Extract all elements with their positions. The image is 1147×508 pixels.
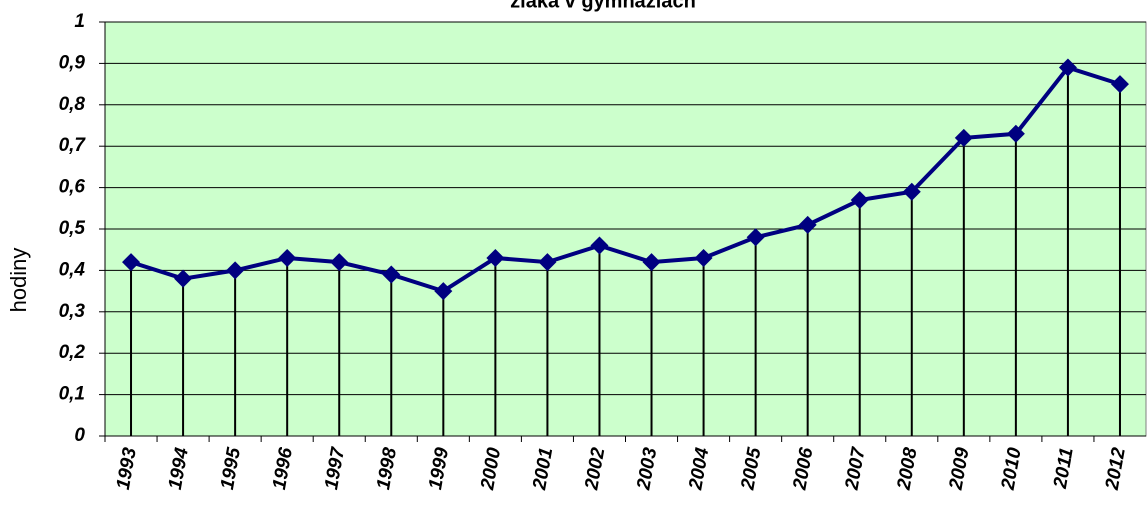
marker [226,261,245,280]
x-tick-label: 2011 [1050,446,1078,491]
y-tick-label: 0,9 [59,52,86,73]
marker [746,228,765,247]
x-tick-label: 2000 [477,446,505,493]
marker [902,182,921,201]
y-tick-label: 0,5 [59,218,86,239]
y-tick-label: 0,2 [59,342,86,363]
x-tick-label: 1998 [373,446,401,492]
marker [850,191,869,210]
marker [954,128,973,147]
y-axis-label: hodiny [6,248,31,313]
x-tick-label: 2009 [945,446,973,493]
y-tick-label: 0 [74,425,85,446]
marker [434,282,453,301]
y-tick-label: 0,6 [59,177,86,198]
y-tick-label: 0,1 [59,384,85,405]
marker [694,248,713,267]
marker [642,253,661,272]
x-tick-label: 1994 [165,446,193,492]
x-tick-label: 2003 [633,446,661,493]
marker [798,215,817,234]
y-tick-label: 0,7 [59,135,87,156]
x-tick-label: 2007 [841,445,869,493]
marker [278,248,297,267]
x-tick-label: 2001 [529,446,557,492]
marker [174,269,193,288]
x-tick-label: 2010 [998,446,1026,493]
marker [1110,75,1129,94]
x-tick-label: 1993 [113,446,141,492]
x-tick-label: 1996 [269,446,297,492]
series-line [130,65,1121,294]
x-tick-label: 1997 [321,445,349,492]
x-tick-label: 2005 [737,446,765,493]
x-tick-label: 2006 [789,446,817,493]
chart-title: žiaka v gymnáziách [510,0,696,12]
x-tick-label: 2004 [685,446,713,493]
marker [590,236,609,255]
marker [382,265,401,284]
x-tick-label: 2002 [581,446,609,493]
y-tick-label: 0,4 [59,259,86,280]
marker [122,253,141,272]
x-tick-label: 1995 [217,446,245,492]
marker [1006,124,1025,143]
marker [486,248,505,267]
y-tick-label: 1 [74,11,85,32]
x-tick-label: 2008 [893,446,921,493]
marker [1058,58,1077,77]
marker [330,253,349,272]
x-tick-label: 1999 [425,446,453,492]
y-tick-label: 0,8 [59,94,86,115]
y-tick-label: 0,3 [59,301,86,322]
marker [538,253,557,272]
x-tick-label: 2012 [1102,446,1130,493]
